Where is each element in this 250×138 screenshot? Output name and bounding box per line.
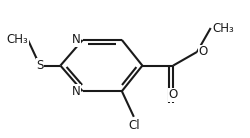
Text: S: S — [36, 59, 44, 72]
Text: N: N — [72, 85, 81, 98]
Text: O: O — [199, 45, 208, 58]
Text: N: N — [72, 34, 81, 47]
Text: O: O — [168, 88, 178, 101]
Text: CH₃: CH₃ — [6, 34, 28, 47]
Text: Cl: Cl — [128, 119, 140, 132]
Text: CH₃: CH₃ — [212, 22, 234, 34]
